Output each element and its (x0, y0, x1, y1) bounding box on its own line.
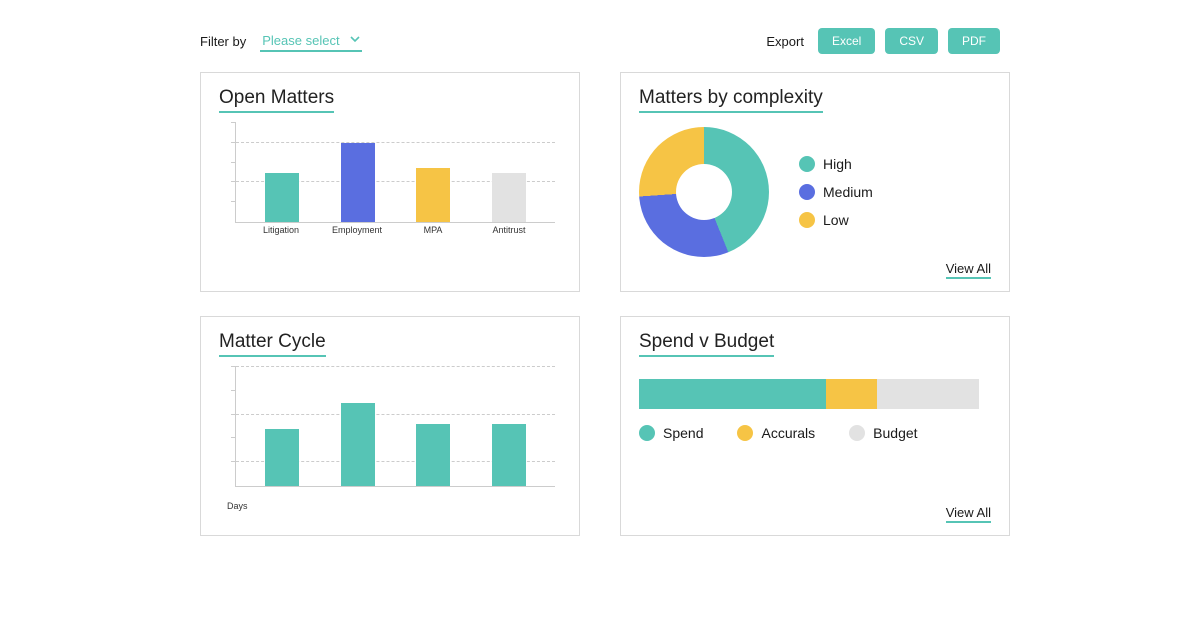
filter-group: Filter by Please select (200, 31, 362, 52)
legend-item: High (799, 156, 873, 172)
legend-swatch (639, 425, 655, 441)
legend-label: High (823, 156, 852, 172)
bar-segment (877, 379, 979, 409)
matter-cycle-chart (225, 367, 555, 487)
card-title: Open Matters (219, 87, 334, 113)
legend-item: Spend (639, 425, 703, 441)
card-title: Matter Cycle (219, 331, 326, 357)
bar (341, 403, 375, 486)
x-label: MPA (408, 225, 458, 243)
bar (265, 429, 299, 486)
legend-item: Medium (799, 184, 873, 200)
legend-item: Low (799, 212, 873, 228)
legend-swatch (737, 425, 753, 441)
legend-item: Accurals (737, 425, 815, 441)
bar (416, 168, 450, 222)
legend-label: Low (823, 212, 849, 228)
legend-swatch (799, 184, 815, 200)
complexity-card: Matters by complexity High Medium Low View… (620, 72, 1010, 292)
legend-label: Medium (823, 184, 873, 200)
dashboard-grid: Open Matters Litigation Employment MPA Anti… (200, 72, 1000, 536)
bar (416, 424, 450, 486)
export-csv-button[interactable]: CSV (885, 28, 938, 54)
complexity-donut (639, 127, 769, 257)
legend-swatch (799, 212, 815, 228)
card-title: Spend v Budget (639, 331, 774, 357)
view-all-link[interactable]: View All (946, 505, 991, 523)
legend-label: Accurals (761, 425, 815, 441)
legend-label: Budget (873, 425, 917, 441)
bar (341, 143, 375, 222)
open-matters-chart: Litigation Employment MPA Antitrust (225, 123, 555, 243)
bar (265, 173, 299, 223)
view-all-link[interactable]: View All (946, 261, 991, 279)
open-matters-card: Open Matters Litigation Employment MPA Anti… (200, 72, 580, 292)
x-label: Employment (332, 225, 382, 243)
x-label: Litigation (256, 225, 306, 243)
card-title: Matters by complexity (639, 87, 823, 113)
export-excel-button[interactable]: Excel (818, 28, 875, 54)
export-label: Export (766, 34, 804, 49)
matter-cycle-card: Matter Cycle Days (200, 316, 580, 536)
complexity-legend: High Medium Low (799, 156, 873, 228)
spend-budget-bar (639, 379, 979, 409)
legend-swatch (799, 156, 815, 172)
filter-placeholder: Please select (262, 33, 339, 48)
chevron-down-icon (350, 34, 360, 44)
x-label: Antitrust (484, 225, 534, 243)
bar-segment (826, 379, 877, 409)
export-group: Export Excel CSV PDF (766, 28, 1000, 54)
spend-budget-legend: Spend Accurals Budget (639, 425, 991, 441)
filter-select[interactable]: Please select (260, 31, 361, 52)
legend-swatch (849, 425, 865, 441)
filter-label: Filter by (200, 34, 246, 49)
spend-budget-card: Spend v Budget Spend Accurals Budget View … (620, 316, 1010, 536)
legend-item: Budget (849, 425, 917, 441)
export-pdf-button[interactable]: PDF (948, 28, 1000, 54)
legend-label: Spend (663, 425, 703, 441)
x-axis-label: Days (227, 501, 561, 511)
bar-segment (639, 379, 826, 409)
bar (492, 424, 526, 486)
bar (492, 173, 526, 223)
top-bar: Filter by Please select Export Excel CSV… (200, 28, 1000, 54)
